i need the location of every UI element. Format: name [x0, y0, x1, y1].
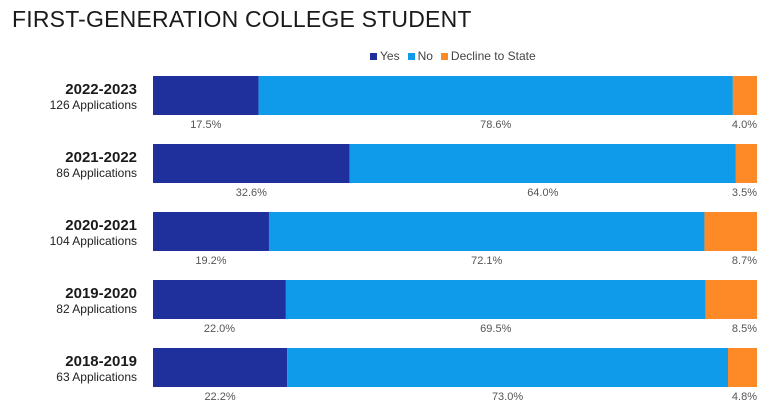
- row-year: 2021-2022: [65, 149, 137, 166]
- data-label-yes-2021-2022: 32.6%: [236, 187, 267, 199]
- row-year: 2022-2023: [65, 81, 137, 98]
- data-label-no-2020-2021: 72.1%: [471, 255, 502, 267]
- legend-swatch-decline: [440, 52, 448, 60]
- bar-no-2018-2019: [287, 348, 729, 387]
- row-label-2020-2021: 2020-2021 104 Applications: [50, 217, 137, 248]
- legend-item-decline: Decline to State: [440, 49, 536, 63]
- data-label-decline-2019-2020: 8.5%: [732, 323, 757, 335]
- data-label-yes-2019-2020: 22.0%: [204, 323, 235, 335]
- chart-legend: Yes No Decline to State: [370, 49, 544, 63]
- legend-item-no: No: [407, 49, 433, 63]
- row-label-2021-2022: 2021-2022 86 Applications: [56, 149, 137, 180]
- legend-label-no: No: [417, 49, 433, 63]
- bar-decline-2022-2023: [732, 76, 757, 115]
- bar-no-2021-2022: [349, 144, 736, 183]
- bar-yes-2022-2023: [153, 76, 259, 115]
- bar-no-2022-2023: [258, 76, 733, 115]
- data-label-no-2022-2023: 78.6%: [480, 119, 511, 131]
- row-applications: 126 Applications: [49, 98, 137, 112]
- data-label-no-2019-2020: 69.5%: [480, 323, 511, 335]
- legend-item-yes: Yes: [370, 49, 400, 63]
- row-label-2022-2023: 2022-2023 126 Applications: [50, 81, 137, 112]
- data-label-no-2018-2019: 73.0%: [492, 391, 523, 403]
- row-label-2018-2019: 2018-2019 63 Applications: [56, 353, 137, 384]
- row-year: 2020-2021: [65, 217, 137, 234]
- bar-yes-2019-2020: [153, 280, 286, 319]
- legend-label-yes: Yes: [380, 49, 400, 63]
- bar-yes-2018-2019: [153, 348, 288, 387]
- chart-title: FIRST-GENERATION COLLEGE STUDENT: [12, 6, 472, 32]
- data-label-decline-2021-2022: 3.5%: [732, 187, 757, 199]
- row-year: 2018-2019: [65, 353, 137, 370]
- row-label-2019-2020: 2019-2020 82 Applications: [56, 285, 137, 316]
- bar-no-2019-2020: [285, 280, 706, 319]
- bar-decline-2019-2020: [705, 280, 757, 319]
- bar-yes-2020-2021: [153, 212, 269, 251]
- legend-swatch-yes: [370, 52, 377, 60]
- data-label-yes-2020-2021: 19.2%: [195, 255, 226, 267]
- legend-label-decline: Decline to State: [450, 49, 536, 63]
- data-label-yes-2018-2019: 22.2%: [204, 391, 235, 403]
- row-applications: 63 Applications: [56, 370, 137, 384]
- legend-swatch-no: [407, 52, 415, 60]
- data-label-yes-2022-2023: 17.5%: [190, 119, 221, 131]
- data-label-decline-2020-2021: 8.7%: [732, 255, 757, 267]
- bar-decline-2018-2019: [728, 348, 757, 387]
- data-label-decline-2018-2019: 4.8%: [732, 391, 757, 403]
- bar-yes-2021-2022: [153, 144, 350, 183]
- row-applications: 86 Applications: [56, 166, 137, 180]
- data-label-no-2021-2022: 64.0%: [527, 187, 558, 199]
- bar-no-2020-2021: [268, 212, 705, 251]
- bar-decline-2020-2021: [704, 212, 757, 251]
- data-label-decline-2022-2023: 4.0%: [732, 119, 757, 131]
- row-applications: 82 Applications: [56, 302, 137, 316]
- row-year: 2019-2020: [65, 285, 137, 302]
- bar-decline-2021-2022: [735, 144, 757, 183]
- row-applications: 104 Applications: [49, 234, 137, 248]
